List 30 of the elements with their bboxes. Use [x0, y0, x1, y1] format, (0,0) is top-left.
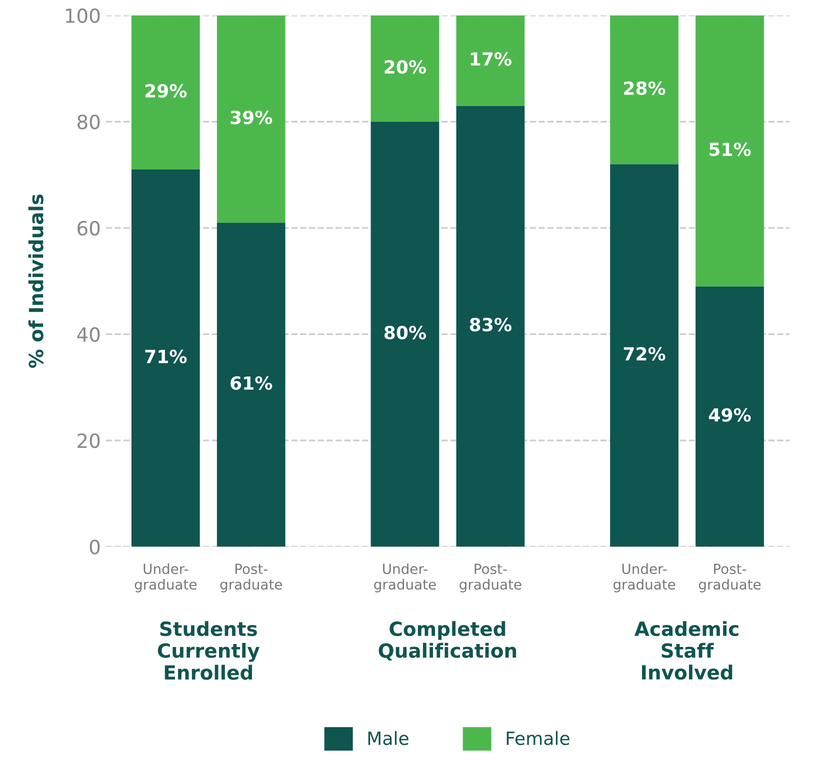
x-tick-label: Post- graduate	[698, 564, 761, 592]
data-label: 29%	[145, 84, 187, 98]
legend-label: Male	[368, 731, 408, 746]
x-tick-label: Under- graduate	[134, 563, 196, 592]
legend-label: Female	[506, 731, 570, 746]
data-label: 80%	[384, 326, 426, 340]
y-tick-label: 40	[77, 327, 100, 342]
x-tick-label: Under- graduate	[374, 563, 436, 592]
data-label: 39%	[230, 110, 272, 124]
data-label: 51%	[710, 142, 751, 156]
text: Academic Staff Involved	[634, 621, 738, 680]
data-label: 49%	[708, 408, 751, 422]
y-tick-label: 60	[78, 220, 100, 236]
data-label: 83%	[470, 318, 512, 332]
text: Completed Qualification	[378, 621, 516, 660]
x-tick-label: Under- graduate	[613, 563, 676, 592]
y-tick-label: 0	[90, 540, 100, 554]
data-label: 20%	[384, 60, 426, 74]
x-tick-label: Post- graduate	[220, 564, 282, 592]
data-label: 71%	[145, 350, 187, 364]
y-tick-label: 100	[66, 8, 100, 24]
text: Students Currently Enrolled	[158, 621, 260, 680]
data-label: 17%	[470, 52, 512, 66]
y-axis-title: % of Individuals	[28, 194, 44, 368]
y-tick-label: 20	[78, 433, 100, 448]
data-label: 28%	[624, 81, 666, 96]
data-label: 61%	[230, 376, 272, 390]
y-tick-label: 80	[78, 114, 100, 130]
x-tick-label: Post- graduate	[460, 564, 522, 592]
data-label: 72%	[624, 347, 666, 361]
